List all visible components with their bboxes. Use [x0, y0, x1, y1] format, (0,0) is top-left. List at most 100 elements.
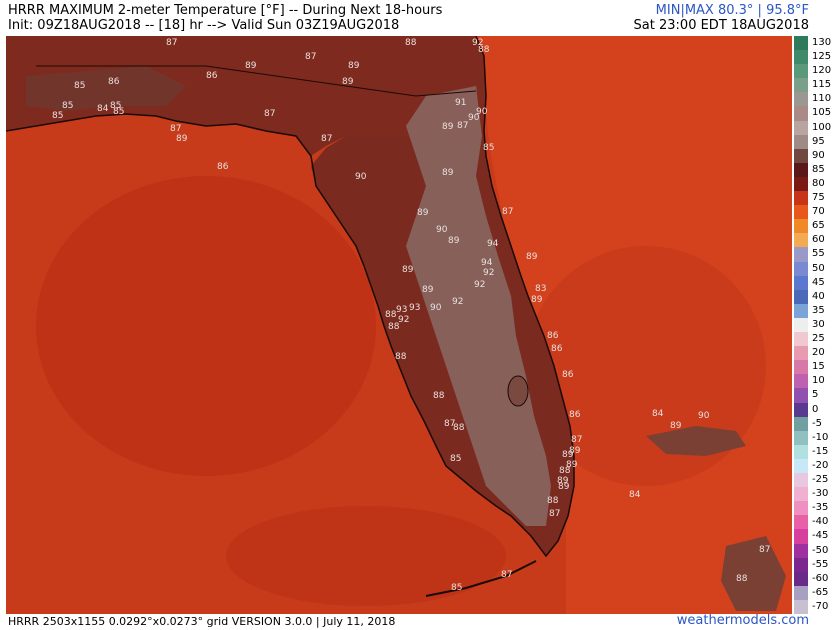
temperature-label: 87	[444, 419, 455, 429]
scale-swatch	[794, 346, 808, 361]
scale-tick-label: 95	[812, 135, 825, 147]
temperature-label: 87	[759, 545, 770, 555]
temperature-label: 85	[52, 111, 63, 121]
scale-tick-label: -60	[812, 572, 829, 584]
scale-swatch	[794, 261, 808, 277]
temperature-label: 85	[483, 143, 494, 153]
temperature-label: 85	[74, 81, 85, 91]
lake-okeechobee	[507, 375, 529, 407]
temperature-label: 89	[402, 265, 414, 275]
temperature-label: 90	[430, 303, 442, 313]
scale-swatch	[794, 543, 808, 559]
temperature-label: 89	[531, 295, 543, 305]
temperature-label: 89	[557, 476, 569, 486]
andros-land	[721, 536, 786, 611]
scale-swatch	[794, 303, 808, 319]
temperature-label: 88	[736, 574, 748, 584]
scale-swatch	[794, 247, 808, 263]
temperature-label: 88	[478, 45, 490, 55]
temperature-label: 86	[217, 162, 229, 172]
temperature-label: 94	[487, 239, 499, 249]
temperature-label: 89	[348, 61, 360, 71]
scale-tick-label: 50	[812, 262, 825, 274]
valid-local-time: Sat 23:00 EDT 18AUG2018	[633, 18, 809, 33]
temperature-label: 87	[571, 435, 582, 445]
temperature-label: 89	[442, 122, 454, 132]
map-title: HRRR MAXIMUM 2-meter Temperature [°F] --…	[8, 3, 443, 18]
scale-tick-label: 45	[812, 276, 825, 288]
temperature-label: 87	[502, 207, 513, 217]
scale-tick-label: -40	[812, 516, 829, 528]
scale-tick-label: -25	[812, 474, 829, 486]
temperature-label: 92	[472, 38, 483, 48]
scale-tick-label: 105	[812, 107, 832, 119]
scale-tick-label: -30	[812, 488, 829, 500]
scale-swatch	[794, 120, 808, 136]
temperature-label: 88	[385, 310, 397, 320]
temperature-label: 84	[629, 490, 641, 500]
scale-swatch	[794, 332, 808, 347]
scale-tick-label: -70	[812, 600, 829, 612]
scale-tick-label: 30	[812, 318, 825, 330]
scale-swatch	[794, 176, 808, 192]
scale-swatch	[794, 473, 808, 488]
header-bar: HRRR MAXIMUM 2-meter Temperature [°F] --…	[0, 0, 839, 36]
scale-swatch	[794, 36, 808, 51]
scale-swatch	[794, 388, 808, 404]
scale-swatch	[794, 162, 808, 178]
temperature-label: 87	[549, 509, 560, 519]
scale-tick-label: 120	[812, 65, 832, 77]
scale-swatch	[794, 106, 808, 122]
temperature-label: 89	[566, 460, 578, 470]
scale-tick-label: 85	[812, 163, 825, 175]
scale-tick-label: 5	[812, 389, 819, 401]
scale-tick-label: 90	[812, 149, 825, 161]
temperature-label: 89	[526, 252, 538, 262]
scale-tick-label: 10	[812, 375, 825, 387]
temperature-label: 85	[450, 454, 461, 464]
temperature-label: 85	[62, 101, 73, 111]
scale-swatch	[794, 191, 808, 206]
scale-tick-label: -50	[812, 544, 829, 556]
temperature-label: 88	[405, 38, 417, 48]
scale-tick-label: 0	[812, 403, 819, 415]
site-link[interactable]: weathermodels.com	[676, 613, 809, 628]
scale-swatch	[794, 416, 808, 432]
temperature-label: 87	[321, 134, 332, 144]
scale-tick-label: 20	[812, 347, 825, 359]
temperature-label: 85	[113, 107, 124, 117]
temperature-label: 92	[452, 297, 463, 307]
scale-swatch	[794, 92, 808, 107]
temperature-label: 86	[547, 331, 559, 341]
temperature-map[interactable]: 87 88 92 88 87 89 89 86 86 89 85 91 90 85 84 85 85 85 87 90…	[6, 36, 792, 614]
temperature-label: 88	[388, 322, 400, 332]
panhandle-hot-area	[26, 66, 186, 111]
hot-interior	[406, 86, 551, 526]
scale-swatch	[794, 557, 808, 573]
temperature-label: 86	[206, 71, 218, 81]
scale-swatch	[794, 402, 808, 418]
scale-tick-label: 15	[812, 361, 825, 373]
color-scale-bar	[794, 36, 808, 615]
temperature-label: 89	[562, 450, 574, 460]
temperature-label: 89	[176, 134, 188, 144]
temperature-label: 84	[97, 104, 109, 114]
scale-tick-label: 115	[812, 79, 832, 91]
temperature-label: 90	[476, 107, 488, 117]
temperature-label: 89	[342, 77, 354, 87]
temperature-label: 89	[448, 236, 460, 246]
atlantic-warm-patch	[526, 246, 766, 486]
temperature-label: 89	[442, 168, 454, 178]
temperature-label: 88	[395, 352, 407, 362]
scale-tick-label: 55	[812, 248, 825, 260]
temperature-label: 87	[305, 52, 316, 62]
temperature-label: 85	[451, 583, 462, 593]
scale-swatch	[794, 444, 808, 460]
scale-tick-label: 125	[812, 51, 832, 63]
scale-swatch	[794, 148, 808, 164]
gulf-warm-patch	[36, 176, 376, 476]
scale-tick-label: -20	[812, 459, 829, 471]
scale-tick-label: 75	[812, 192, 825, 204]
temperature-label: 86	[569, 410, 581, 420]
